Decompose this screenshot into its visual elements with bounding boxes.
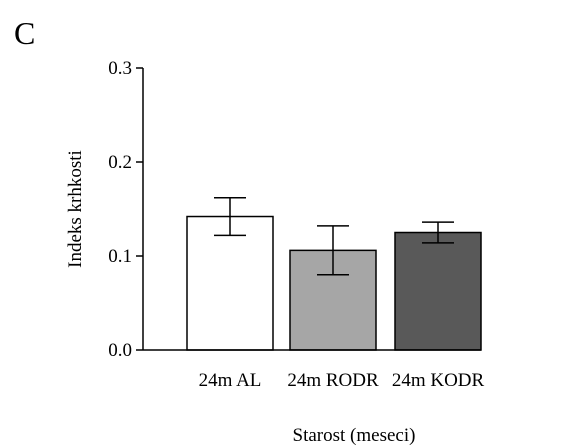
bars-layer [186,215,482,351]
bar-24m-al [186,215,274,351]
y-axis-title: Indeks krhkosti [65,150,86,268]
x-tick-label: 24m RODR [287,370,379,391]
y-ticks: 0.0 0.1 0.2 0.3 [108,58,143,361]
x-axis-title: Starost (meseci) [293,425,416,446]
x-tick-label: 24m AL [199,370,262,391]
y-tick-label: 0.2 [108,152,132,173]
x-tick-label: 24m KODR [392,370,485,391]
y-tick-label: 0.0 [108,340,132,361]
panel-letter: C [14,15,35,51]
y-tick-label: 0.3 [108,58,132,79]
x-tick-labels: 24m AL 24m RODR 24m KODR [199,370,485,391]
error-bars-layer [214,196,454,276]
bar-24m-kodr [394,231,482,351]
y-tick-label: 0.1 [108,246,132,267]
